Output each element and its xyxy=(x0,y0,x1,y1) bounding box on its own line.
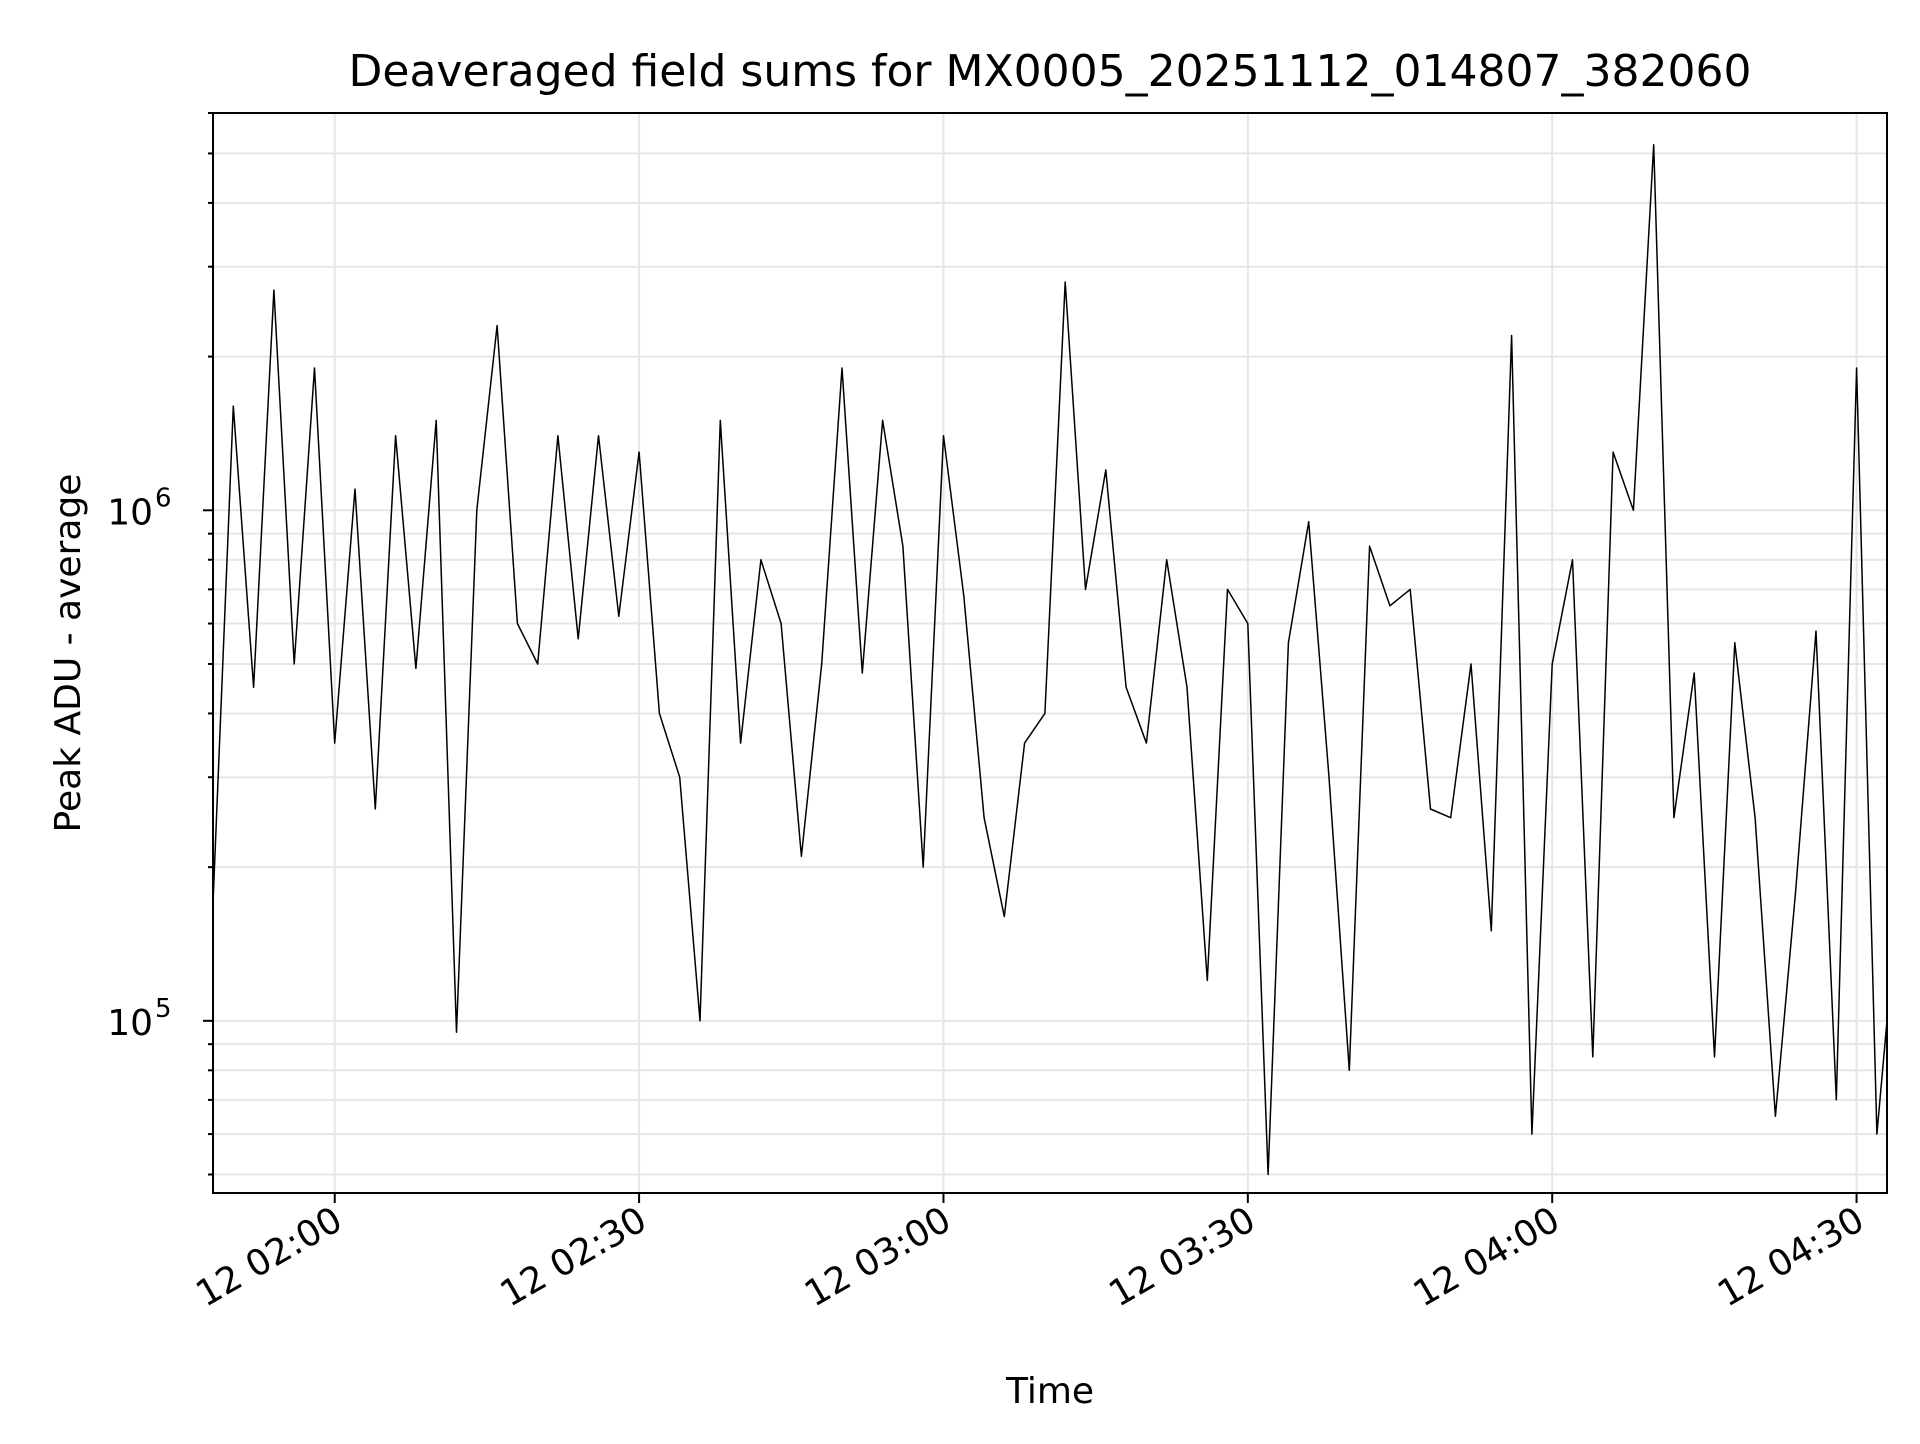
chart-title: Deaveraged field sums for MX0005_2025111… xyxy=(349,46,1752,97)
y-axis-label: Peak ADU - average xyxy=(48,474,89,833)
y-tick-label-base: 10 xyxy=(107,492,153,533)
y-tick-label-exponent: 5 xyxy=(155,994,172,1024)
y-tick-label-base: 10 xyxy=(107,1003,153,1044)
y-tick-label: 10 6 xyxy=(107,483,171,533)
y-tick-label-exponent: 6 xyxy=(155,483,172,513)
plot-frame xyxy=(212,112,1888,1194)
series-line-0 xyxy=(212,143,1888,1176)
y-tick-label: 10 5 xyxy=(107,994,171,1044)
x-axis-label: Time xyxy=(1005,1371,1094,1412)
series-layer xyxy=(212,143,1888,1176)
